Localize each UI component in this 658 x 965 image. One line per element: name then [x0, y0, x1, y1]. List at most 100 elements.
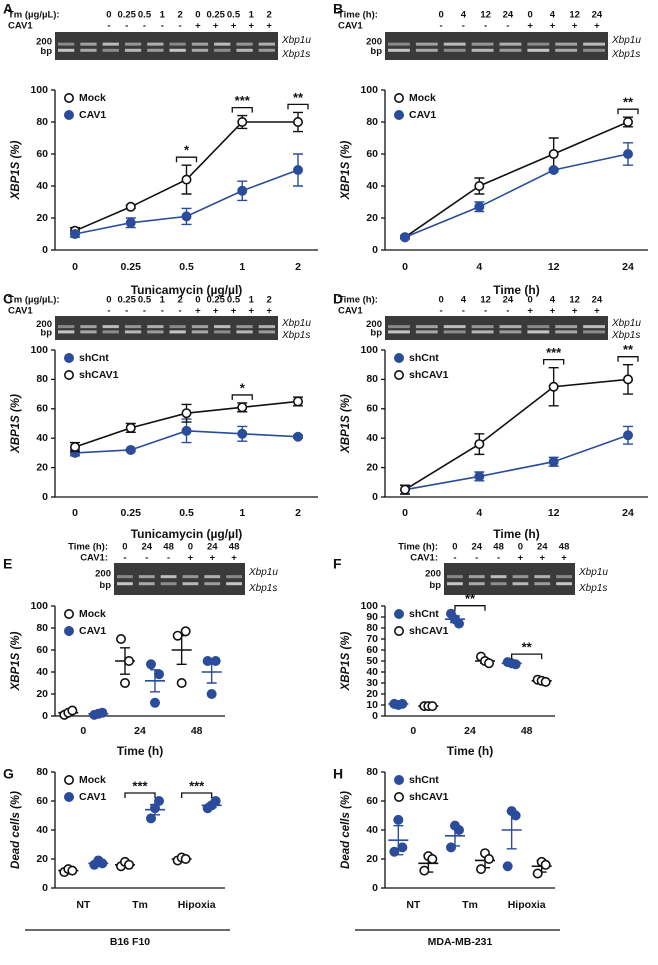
gel-cell: 48 [229, 542, 240, 553]
gel-row-label: Time (h): [338, 295, 378, 306]
gel-cell: - [143, 21, 146, 32]
x-axis-label: Time (h) [493, 283, 539, 297]
gel-band [534, 582, 551, 586]
x-tick-label: 12 [548, 507, 560, 519]
band-label: Xbp1s [281, 49, 310, 60]
x-tick-label: 24 [622, 507, 634, 519]
gel-band [236, 48, 253, 52]
gel-cell: - [123, 553, 126, 564]
gel-band [258, 325, 275, 329]
data-point [181, 425, 192, 436]
y-tick-label: 0 [372, 491, 378, 503]
gel-band [147, 48, 164, 52]
gel-cell: 0 [106, 10, 111, 21]
gel-band [236, 325, 253, 329]
gel-cell: 2 [266, 10, 271, 21]
data-point [210, 795, 221, 806]
x-tick-label: NT [406, 899, 421, 911]
gel-band [527, 330, 550, 334]
sig-bracket [231, 106, 253, 113]
data-point [150, 803, 161, 814]
gel-band [169, 48, 186, 52]
sig-label: ** [623, 342, 634, 357]
legend-marker [64, 791, 75, 802]
gel-band [447, 582, 463, 586]
data-point [399, 484, 410, 495]
gel-band [117, 582, 133, 586]
gel-cell: - [484, 306, 487, 317]
sig-bracket [543, 358, 565, 365]
size-marker: 200 [36, 36, 52, 47]
legend-marker [64, 110, 75, 121]
y-tick-label: 60 [36, 148, 48, 160]
sig-bracket [181, 792, 213, 798]
y-tick-label: 80 [366, 373, 378, 385]
data-point [292, 117, 303, 128]
sig-label: *** [132, 778, 148, 793]
y-tick-label: 20 [36, 853, 48, 865]
gel-cell: - [125, 21, 128, 32]
gel-cell: 24 [141, 542, 152, 553]
data-point [427, 853, 438, 864]
gel-band [499, 325, 522, 329]
gel-band [555, 42, 578, 46]
panel-letter: B [333, 1, 343, 17]
gel-cell: + [195, 21, 201, 32]
legend-marker [64, 93, 75, 104]
gel-band [236, 330, 253, 334]
x-tick-label: 0 [402, 507, 408, 519]
x-tick-label: 0.25 [121, 261, 142, 273]
gel-cell: 0.25 [206, 10, 225, 21]
data-point [548, 381, 559, 392]
size-marker: 200 [95, 569, 111, 580]
data-point [116, 633, 127, 644]
gel-band [214, 325, 231, 329]
panel-letter: F [333, 556, 342, 572]
gel-cell: - [161, 306, 164, 317]
x-tick-label: 24 [134, 725, 146, 737]
data-point [393, 814, 404, 825]
y-tick-label: 80 [366, 622, 378, 634]
gel-band [138, 575, 155, 579]
y-tick-label: 20 [36, 461, 48, 473]
gel-band [443, 330, 466, 334]
legend-marker [393, 608, 404, 619]
gel-band [147, 330, 164, 334]
gel-cell: - [440, 306, 443, 317]
data-point [474, 201, 485, 212]
sig-bracket [511, 653, 543, 660]
y-tick-label: 60 [366, 403, 378, 415]
legend-marker [393, 352, 404, 363]
data-point [125, 444, 136, 455]
gel-cell: - [506, 306, 509, 317]
x-axis-label: Time (h) [117, 744, 163, 758]
gel-cell: - [107, 21, 110, 32]
data-point [445, 842, 456, 853]
gel-band [58, 42, 75, 46]
gel-cell: 2 [177, 295, 182, 306]
x-tick-label: 0 [80, 725, 86, 737]
band-label: Xbp1u [248, 567, 278, 578]
data-point [548, 456, 559, 467]
x-tick-label: 0 [402, 261, 408, 273]
gel-band [58, 48, 75, 52]
gel-cell: 0 [527, 295, 532, 306]
data-point [210, 655, 221, 666]
gel-cell: + [231, 553, 237, 564]
gel-cell: 0.5 [227, 10, 241, 21]
y-tick-label: 20 [366, 461, 378, 473]
size-marker: 200 [366, 319, 382, 330]
data-point [206, 688, 217, 699]
gel-band [214, 48, 231, 52]
gel-cell: 4 [461, 10, 467, 21]
series-line [404, 378, 629, 491]
x-tick-label: 1 [239, 507, 245, 519]
y-axis-label: XBP1S (%) [340, 140, 352, 200]
x-tick-label: Tm [132, 899, 148, 911]
sig-bracket [231, 394, 253, 400]
gel-band [204, 582, 221, 586]
gel-cell: 0.5 [138, 10, 152, 21]
data-point [120, 677, 131, 688]
data-point [474, 471, 485, 482]
y-tick-label: 40 [366, 666, 378, 678]
